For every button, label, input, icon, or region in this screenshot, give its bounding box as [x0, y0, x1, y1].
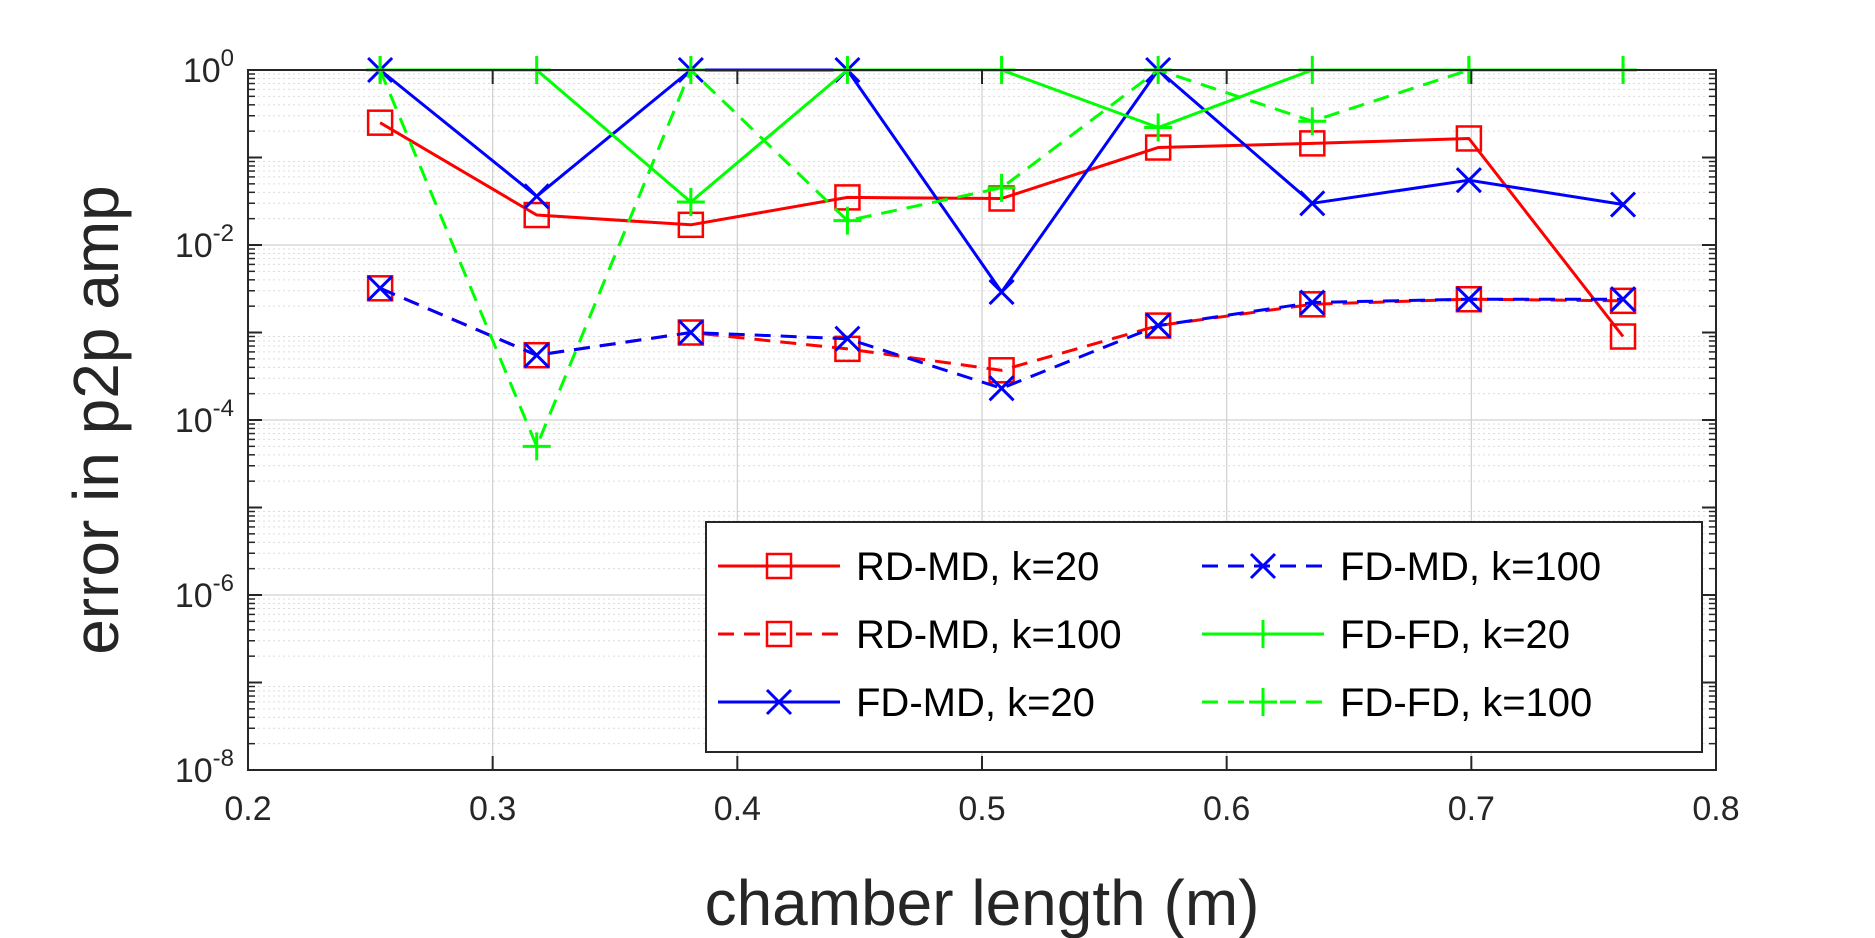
y-tick-label: 100: [183, 45, 234, 90]
x-tick-label: 0.7: [1448, 790, 1495, 828]
x-tick-label: 0.2: [224, 790, 271, 828]
data-point: [988, 375, 1015, 402]
legend-label: FD-MD, k=100: [1340, 545, 1601, 589]
data-point: [988, 357, 1015, 384]
axis-ticks: [247, 69, 1717, 771]
data-point: [1299, 289, 1326, 316]
legend-item: RD-MD, k=100: [718, 613, 1122, 657]
legend-marker: [1249, 688, 1277, 716]
legend-label: RD-MD, k=100: [856, 613, 1122, 657]
data-point: [1455, 285, 1483, 313]
y-tick-base: 10: [175, 577, 213, 615]
y-tick-base: 10: [183, 52, 221, 90]
legend-item: FD-FD, k=20: [1202, 613, 1570, 657]
data-point: [676, 188, 705, 217]
x-tick-label: 0.8: [1692, 790, 1739, 828]
legend-marker: [765, 620, 793, 648]
legend-label: RD-MD, k=20: [856, 545, 1099, 589]
y-axis-label: error in p2p amp: [60, 185, 132, 655]
legend: RD-MD, k=20 RD-MD, k=100 FD-MD, k=20 FD-MD,…: [705, 521, 1703, 753]
legend-item: RD-MD, k=20: [718, 545, 1099, 589]
data-point: [1455, 286, 1482, 313]
data-point: [1609, 287, 1637, 315]
x-tick-label: 0.5: [958, 790, 1005, 828]
data-point: [1609, 323, 1637, 350]
data-point: [1299, 190, 1326, 217]
data-point: [834, 325, 861, 352]
y-tick-base: 10: [175, 227, 213, 265]
y-tick-exponent: -4: [213, 395, 234, 422]
y-tick-label: 10-4: [175, 395, 234, 440]
data-point: [523, 201, 550, 229]
data-point: [366, 109, 394, 136]
legend-item: FD-MD, k=100: [1202, 545, 1601, 589]
legend-label: FD-FD, k=20: [1340, 613, 1570, 657]
data-point: [1145, 312, 1172, 339]
legend-marker: [1249, 620, 1277, 648]
x-tick-label: 0.4: [714, 790, 761, 828]
y-tick-exponent: -6: [213, 570, 234, 597]
y-tick-label: 10-8: [175, 745, 234, 790]
y-tick-base: 10: [175, 752, 213, 790]
series-fd-md-k-100: [367, 275, 1637, 402]
x-axis-label: chamber length (m): [705, 867, 1260, 938]
legend-marker: [765, 552, 793, 580]
data-point: [988, 278, 1015, 306]
legend-label: FD-FD, k=100: [1340, 681, 1592, 725]
y-tick-exponent: -2: [213, 220, 234, 247]
data-point: [366, 275, 394, 302]
legend-marker: [1249, 552, 1277, 580]
data-point: [677, 319, 704, 346]
data-point: [1298, 107, 1327, 136]
data-point: [1144, 113, 1173, 142]
data-point: [1455, 167, 1482, 194]
legend-marker: [765, 688, 793, 716]
data-point: [987, 173, 1016, 202]
x-tick-label: 0.6: [1203, 790, 1250, 828]
data-point: [1609, 286, 1637, 313]
data-point: [1455, 125, 1483, 152]
data-point: [1609, 191, 1637, 218]
y-tick-label: 10-6: [175, 570, 234, 615]
data-point: [523, 342, 550, 369]
y-tick-base: 10: [175, 402, 213, 440]
series-line: [379, 286, 1623, 390]
data-point: [522, 432, 551, 461]
data-point: [367, 275, 394, 302]
y-tick-label: 10-2: [175, 220, 234, 265]
x-tick-label: 0.3: [469, 790, 516, 828]
legend-item: FD-MD, k=20: [718, 681, 1095, 725]
data-point: [523, 341, 550, 369]
data-point: [523, 183, 550, 210]
y-tick-exponent: 0: [221, 45, 234, 72]
legend-item: FD-FD, k=100: [1202, 681, 1592, 725]
legend-box: [705, 521, 1703, 753]
data-point: [833, 206, 862, 235]
series-fd-md-k-20: [367, 56, 1637, 306]
y-tick-exponent: -8: [213, 745, 234, 772]
data-point: [1299, 291, 1326, 318]
legend-label: FD-MD, k=20: [856, 681, 1095, 725]
data-point: [1144, 312, 1172, 339]
x-tick-labels: 0.2 0.3 0.4 0.5 0.6 0.7 0.8: [224, 790, 1739, 828]
